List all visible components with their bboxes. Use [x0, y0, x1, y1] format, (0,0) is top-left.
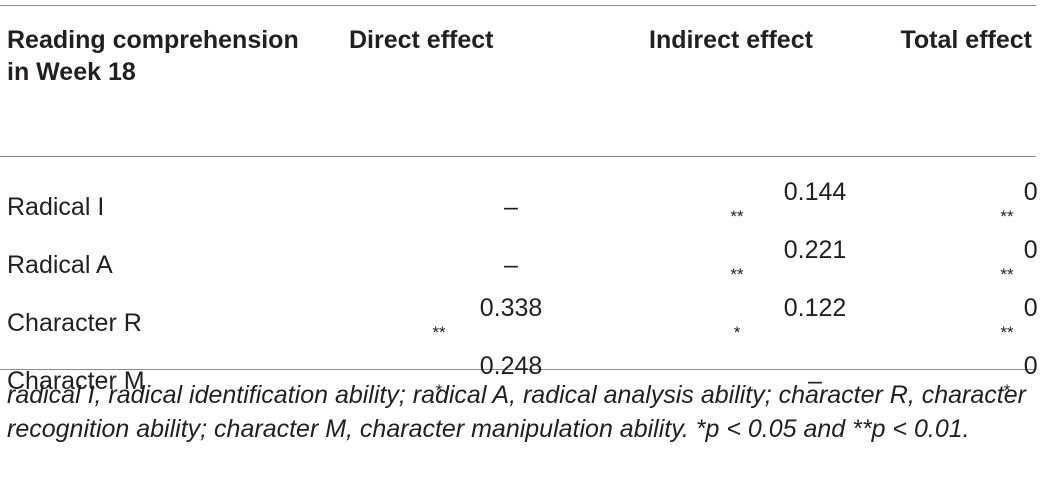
direct-effect-cell: 0.248*	[435, 352, 543, 400]
indirect-effect-cell: 0.221**	[730, 236, 847, 284]
indirect-effect-cell: 0.122*	[733, 294, 847, 342]
row-label: Radical A	[7, 250, 113, 279]
header-reading-comprehension: Reading comprehension in Week 18	[7, 26, 299, 86]
indirect-effect-cell: –	[808, 366, 822, 395]
row-label: Radical I	[7, 192, 105, 221]
table-row: Radical I – 0.144** 0.144**	[0, 156, 1040, 236]
effects-table: Reading comprehension in Week 18 Direct …	[0, 14, 1040, 410]
table-bottom-rule	[0, 369, 1036, 370]
table-row: Radical A – 0.221** 0.221**	[0, 236, 1040, 294]
total-effect-cell: 0.221**	[1000, 236, 1040, 284]
direct-effect-cell: –	[504, 250, 518, 279]
table-footnote: radical I, radical identification abilit…	[7, 381, 1026, 443]
total-effect-cell: 0.248*	[1003, 352, 1040, 400]
indirect-effect-cell: 0.144**	[730, 178, 847, 226]
row-label: Character R	[7, 308, 142, 337]
total-effect-cell: 0.461**	[1000, 294, 1040, 342]
header-indirect-effect: Indirect effect	[649, 26, 813, 54]
table-row: Character M 0.248* – 0.248*	[0, 352, 1040, 410]
table-row: Character R 0.338** 0.122* 0.461**	[0, 294, 1040, 352]
table-header-row: Reading comprehension in Week 18 Direct …	[0, 14, 1036, 156]
direct-effect-cell: 0.338**	[432, 294, 543, 342]
direct-effect-cell: –	[504, 192, 518, 221]
total-effect-cell: 0.144**	[1000, 178, 1040, 226]
header-direct-effect: Direct effect	[349, 26, 494, 54]
header-total-effect: Total effect	[900, 26, 1033, 54]
table-header-rule	[0, 156, 1036, 157]
row-label: Character M	[7, 366, 145, 395]
table-top-rule	[0, 5, 1036, 6]
